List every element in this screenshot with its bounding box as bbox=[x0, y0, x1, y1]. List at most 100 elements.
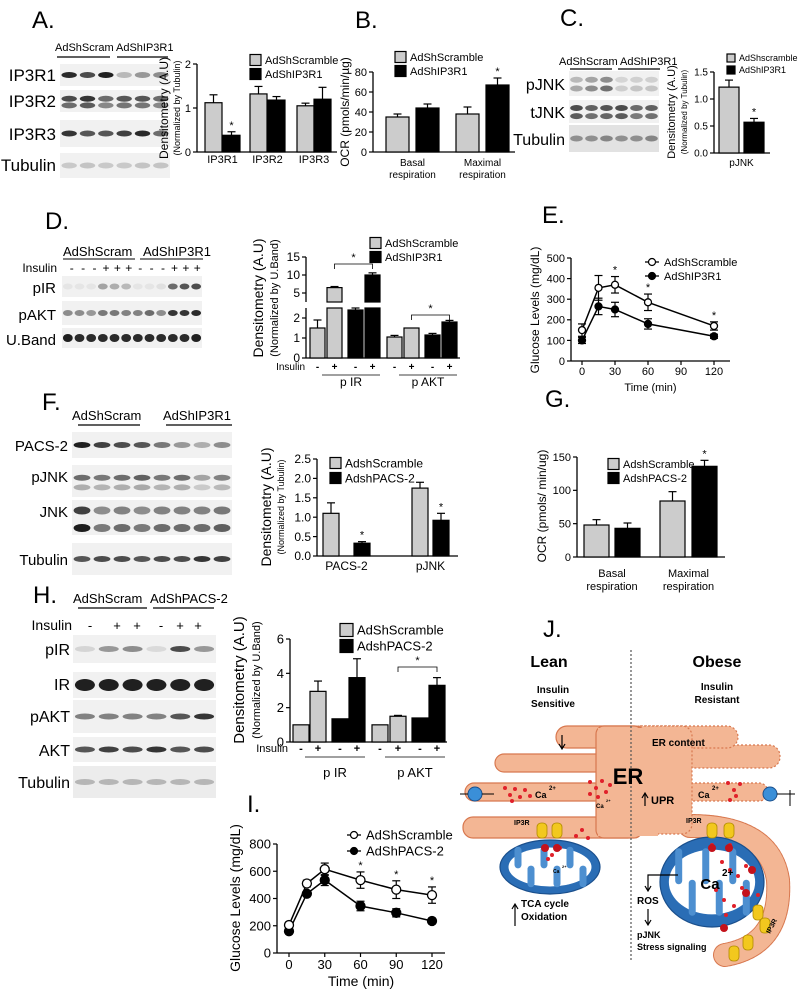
blot-band bbox=[615, 85, 628, 92]
ros-label: ROS bbox=[637, 896, 659, 907]
legend-swatch bbox=[394, 50, 407, 64]
x-category-label: IP3R2 bbox=[252, 154, 283, 166]
insulin-sign: - bbox=[138, 261, 142, 275]
bar bbox=[386, 336, 403, 359]
blot-band bbox=[121, 310, 132, 316]
blot-row-label: pJNK bbox=[31, 469, 68, 486]
y-tick-label: 200 bbox=[547, 315, 565, 327]
insulin-sign: + bbox=[315, 743, 321, 755]
blot-band bbox=[133, 524, 151, 532]
blot-band bbox=[153, 442, 171, 448]
insulin-sign: + bbox=[194, 618, 202, 633]
obese-subtitle: Insulin bbox=[701, 682, 733, 693]
lean-outcome: Oxidation bbox=[521, 912, 567, 923]
insulin-sign: + bbox=[194, 261, 201, 275]
legend-swatch bbox=[394, 64, 407, 78]
calcium-channel-ion bbox=[742, 889, 750, 897]
blot-band bbox=[73, 484, 91, 491]
blot-band bbox=[213, 484, 231, 491]
panel-label-A: A. bbox=[32, 7, 55, 34]
blot-row-label: Tubulin bbox=[19, 552, 68, 569]
significance-marker: * bbox=[358, 860, 363, 872]
calcium-ion-icon bbox=[588, 780, 592, 784]
blot-band bbox=[170, 679, 191, 691]
insulin-sign: + bbox=[354, 743, 360, 755]
insulin-sign: - bbox=[299, 743, 303, 755]
x-category-label: respiration bbox=[459, 170, 506, 181]
blot-band bbox=[93, 524, 111, 532]
blot-band bbox=[93, 442, 111, 448]
legend-entry: AdShScramble bbox=[357, 623, 444, 638]
group-label: p IR bbox=[323, 765, 347, 780]
bar bbox=[326, 307, 343, 359]
bar bbox=[313, 98, 332, 153]
calcium-label: Ca bbox=[535, 790, 547, 800]
blot-band bbox=[173, 506, 191, 515]
blot-band bbox=[73, 474, 91, 481]
legend-entry: AdShScramble bbox=[265, 55, 338, 67]
blot-band bbox=[193, 484, 211, 491]
blot-row-background bbox=[73, 635, 216, 663]
blot-band bbox=[585, 135, 598, 142]
calcium-charge: 2+ bbox=[712, 786, 719, 792]
y-axis-label: Glucose Levels (mg/dL) bbox=[528, 247, 542, 374]
blot-band bbox=[122, 779, 143, 785]
blot-band bbox=[74, 713, 95, 720]
legend-entry: AdshPACS-2 bbox=[345, 471, 415, 485]
crista bbox=[579, 865, 587, 888]
y-axis-label: Densitometry (A.U) bbox=[157, 57, 171, 159]
obese-subtitle: Resistant bbox=[694, 695, 740, 706]
y-tick-label: 800 bbox=[249, 837, 271, 852]
legend-entry: AdShScramble bbox=[410, 52, 483, 64]
y-axis-label: Densitometry (A.U) bbox=[258, 447, 274, 566]
blot-band bbox=[153, 162, 169, 169]
ip3r-label: IP3R bbox=[686, 818, 702, 825]
calcium-channel-ion bbox=[541, 844, 549, 852]
blot-band bbox=[116, 162, 132, 169]
bar bbox=[428, 684, 446, 743]
x-tick-label: 0 bbox=[285, 957, 292, 972]
legend-entry: AdShIP3R1 bbox=[664, 271, 721, 283]
bar bbox=[348, 677, 366, 743]
ip3r-label: IP3R bbox=[514, 820, 530, 827]
blot-band bbox=[61, 95, 77, 102]
blot-row-label: pIR bbox=[33, 280, 57, 297]
ip3r-channel-icon bbox=[742, 934, 754, 951]
panel-label-C: C. bbox=[560, 5, 584, 32]
bar bbox=[331, 718, 349, 743]
blot-band bbox=[74, 334, 85, 342]
blot-row-background bbox=[60, 64, 170, 86]
calcium-ion-icon bbox=[728, 868, 732, 872]
blot-band bbox=[645, 105, 658, 112]
panel-label-H: H. bbox=[33, 582, 57, 609]
legend-entry: AdShIP3R1 bbox=[739, 65, 786, 75]
crista bbox=[702, 848, 710, 885]
blot-band bbox=[98, 95, 114, 102]
y-tick-label: 4 bbox=[277, 666, 284, 681]
y-tick-label: 200 bbox=[249, 918, 271, 933]
blot-row-background bbox=[73, 737, 216, 762]
insulin-sign: + bbox=[133, 618, 141, 633]
down-arrow-icon bbox=[644, 909, 652, 927]
calcium-ion-icon bbox=[510, 799, 514, 803]
x-category-label: respiration bbox=[663, 581, 714, 593]
y-tick-label: 6 bbox=[277, 632, 284, 647]
blot-row-label: pJNK bbox=[526, 77, 565, 94]
blot-band bbox=[73, 524, 91, 532]
insulin-sign: + bbox=[113, 618, 121, 633]
up-arrow-icon bbox=[641, 791, 649, 806]
calcium-ion-icon bbox=[588, 792, 592, 796]
blot-band bbox=[109, 334, 120, 342]
ip3r-channel-icon bbox=[551, 822, 563, 839]
blot-group-label: AdShIP3R1 bbox=[116, 42, 173, 54]
x-category-label: respiration bbox=[586, 581, 637, 593]
y-axis-label: OCR (pmols/ min/ug) bbox=[535, 450, 549, 563]
blot-row-background bbox=[62, 328, 202, 348]
legend-entry: AdshScramble bbox=[623, 459, 695, 471]
data-point bbox=[594, 283, 603, 293]
er-label: ER bbox=[613, 764, 644, 789]
blot-row-label: JNK bbox=[40, 504, 68, 521]
blot-band bbox=[170, 746, 191, 753]
blot-band bbox=[173, 474, 191, 481]
blot-band bbox=[121, 283, 132, 290]
